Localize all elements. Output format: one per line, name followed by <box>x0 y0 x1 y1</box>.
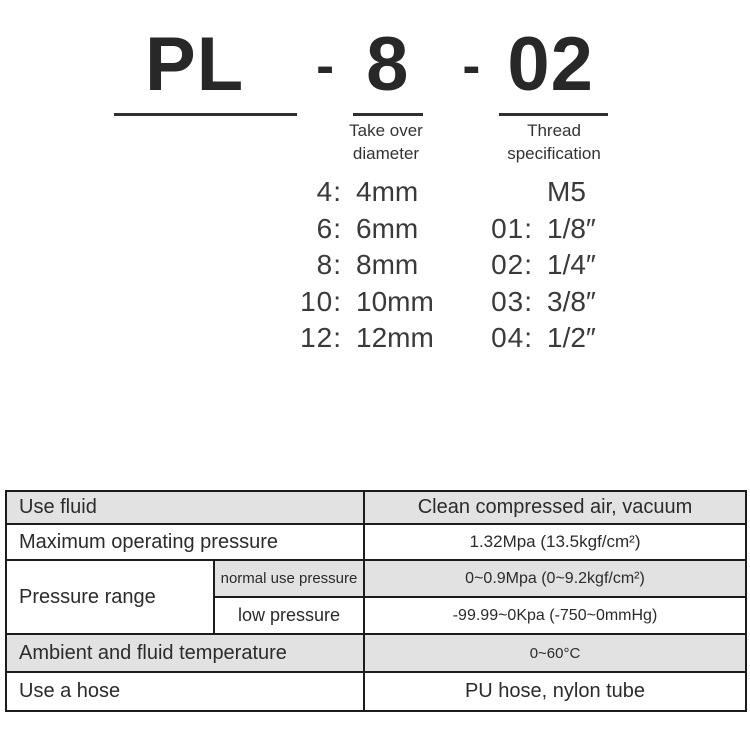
spec-table: Use fluid Clean compressed air, vacuum M… <box>5 490 747 712</box>
model-prefix: PL <box>114 27 298 116</box>
thread-value: 1/8″ <box>547 212 596 244</box>
diameter-value: 4mm <box>356 176 419 208</box>
model-size-code: 8 <box>353 27 424 116</box>
diameter-code: 10: <box>300 285 342 317</box>
model-separator-1: - <box>316 35 335 96</box>
temperature-label: Ambient and fluid temperature <box>5 633 365 673</box>
diameter-value: 10mm <box>356 285 434 317</box>
temperature-value: 0~60°C <box>363 633 747 673</box>
model-code-header: PL - 8 - 02 <box>0 27 736 116</box>
list-item: 01: 1/8″ <box>460 211 596 248</box>
list-item: 12: 12mm <box>290 320 434 357</box>
list-item: 4: 4mm <box>290 174 434 211</box>
diameter-code: 12: <box>300 322 342 354</box>
max-pressure-value: 1.32Mpa (13.5kgf/cm²) <box>363 523 747 561</box>
diameter-legend-title: Take over diameter <box>306 119 466 165</box>
thread-legend-title: Thread specification <box>474 119 634 165</box>
diameter-legend-list: 4: 4mm 6: 6mm 8: 8mm 10: 10mm 12: 12mm <box>290 174 434 357</box>
table-row: Pressure range normal use pressure 0~0.9… <box>5 559 747 635</box>
thread-code: 03: <box>491 285 533 317</box>
list-item: 6: 6mm <box>290 211 434 248</box>
table-row: Use fluid Clean compressed air, vacuum <box>5 490 747 525</box>
thread-value: M5 <box>547 176 586 208</box>
max-pressure-label: Maximum operating pressure <box>5 523 365 561</box>
thread-code: 02: <box>491 249 533 281</box>
diameter-value: 8mm <box>356 249 419 281</box>
use-fluid-label: Use fluid <box>5 490 365 525</box>
thread-value: 1/2″ <box>547 322 596 354</box>
use-fluid-value: Clean compressed air, vacuum <box>363 490 747 525</box>
low-pressure-value: -99.99~0Kpa (-750~0mmHg) <box>363 596 747 635</box>
hose-label: Use a hose <box>5 671 365 712</box>
table-row: Use a hose PU hose, nylon tube <box>5 671 747 712</box>
thread-code: 01: <box>491 212 533 244</box>
pressure-range-label: Pressure range <box>5 559 215 635</box>
thread-code: 04: <box>491 322 533 354</box>
thread-value: 1/4″ <box>547 249 596 281</box>
low-pressure-label: low pressure <box>213 596 365 635</box>
thread-legend-title-line2: specification <box>507 144 601 163</box>
diameter-value: 6mm <box>356 212 419 244</box>
thread-value: 3/8″ <box>547 285 596 317</box>
table-row: low pressure -99.99~0Kpa (-750~0mmHg) <box>6 596 747 635</box>
list-item: 04: 1/2″ <box>460 320 596 357</box>
thread-legend-list: M5 01: 1/8″ 02: 1/4″ 03: 3/8″ 04: 1/2″ <box>460 174 596 357</box>
diameter-legend-title-line2: diameter <box>352 144 420 163</box>
diameter-legend-title-line1: Take over <box>349 121 423 140</box>
diameter-code: 6: <box>316 212 342 244</box>
hose-value: PU hose, nylon tube <box>363 671 747 712</box>
model-separator-2: - <box>462 35 481 96</box>
normal-pressure-value: 0~0.9Mpa (0~9.2kgf/cm²) <box>363 559 747 598</box>
diameter-code: 8: <box>316 249 342 281</box>
list-item: M5 <box>460 174 596 211</box>
list-item: 03: 3/8″ <box>460 284 596 321</box>
table-row: Maximum operating pressure 1.32Mpa (13.5… <box>5 523 747 561</box>
diameter-value: 12mm <box>356 322 434 354</box>
list-item: 8: 8mm <box>290 247 434 284</box>
diameter-code: 4: <box>316 176 342 208</box>
thread-legend-title-line1: Thread <box>527 121 581 140</box>
table-row: Ambient and fluid temperature 0~60°C <box>5 633 747 673</box>
list-item: 10: 10mm <box>290 284 434 321</box>
normal-pressure-label: normal use pressure <box>213 559 365 598</box>
list-item: 02: 1/4″ <box>460 247 596 284</box>
model-thread-code: 02 <box>499 27 608 116</box>
